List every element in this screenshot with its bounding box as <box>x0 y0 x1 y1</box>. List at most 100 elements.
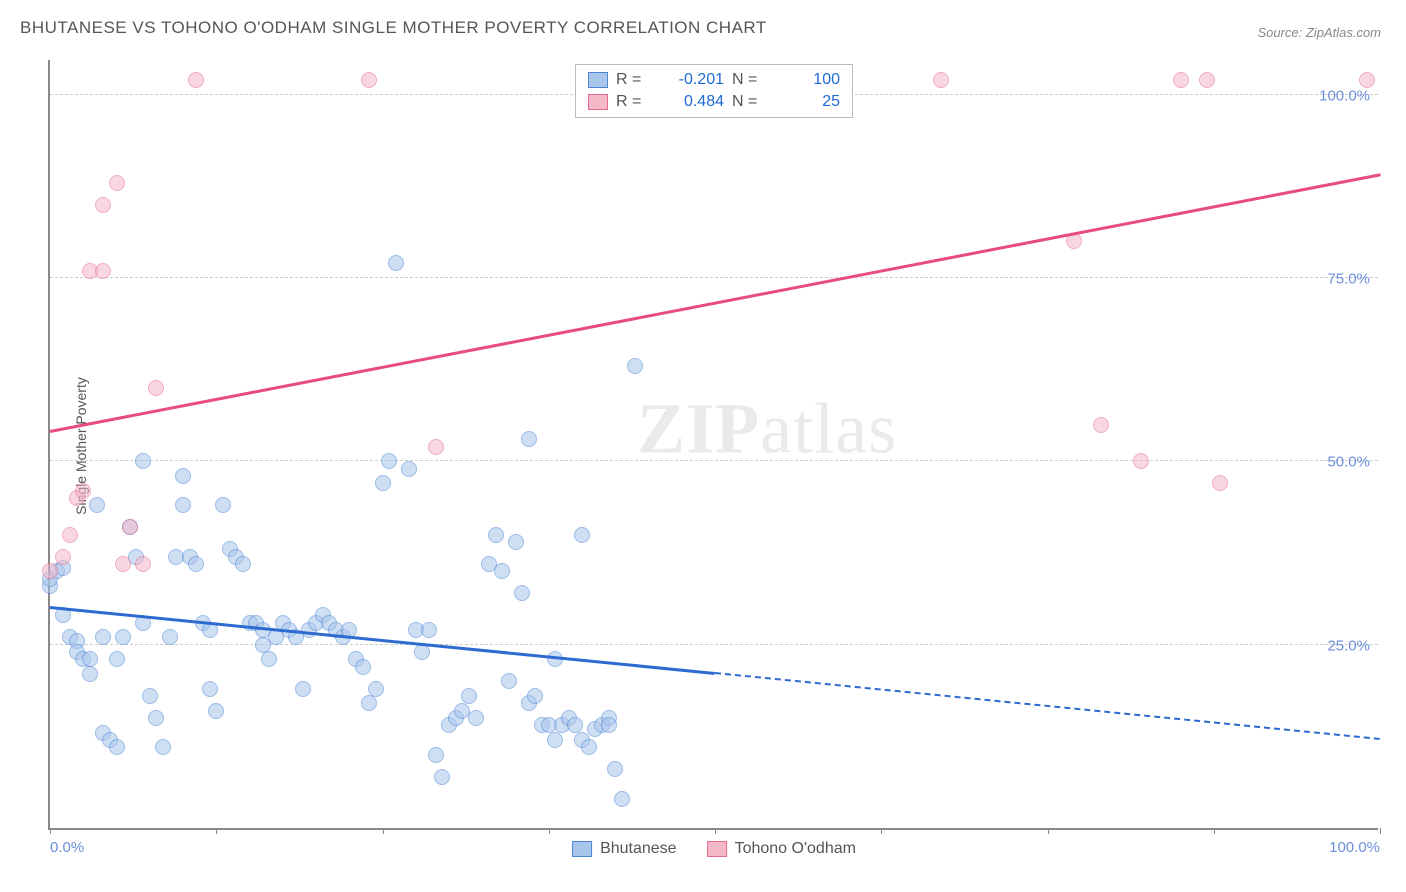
data-point <box>574 527 590 543</box>
data-point <box>401 461 417 477</box>
stat-label-r: R = <box>616 71 650 89</box>
x-tick <box>50 828 51 834</box>
data-point <box>1212 475 1228 491</box>
legend-item: Tohono O'odham <box>707 840 856 858</box>
data-point <box>375 475 391 491</box>
x-tick <box>715 828 716 834</box>
data-point <box>115 629 131 645</box>
data-point <box>468 710 484 726</box>
data-point <box>607 761 623 777</box>
data-point <box>115 556 131 572</box>
data-point <box>601 717 617 733</box>
swatch-tohono <box>588 94 608 110</box>
data-point <box>494 563 510 579</box>
swatch-bhutanese <box>588 72 608 88</box>
data-point <box>142 688 158 704</box>
data-point <box>109 739 125 755</box>
gridline <box>50 644 1378 645</box>
data-point <box>1359 72 1375 88</box>
y-tick-label: 25.0% <box>1327 637 1370 654</box>
data-point <box>521 431 537 447</box>
data-point <box>215 497 231 513</box>
data-point <box>547 732 563 748</box>
trend-line-extrapolated <box>715 672 1380 740</box>
data-point <box>62 527 78 543</box>
data-point <box>355 659 371 675</box>
watermark: ZIPatlas <box>637 387 897 470</box>
stat-value-n: 25 <box>774 93 840 111</box>
data-point <box>567 717 583 733</box>
data-point <box>381 453 397 469</box>
data-point <box>414 644 430 660</box>
data-point <box>434 769 450 785</box>
x-tick-minor <box>1048 828 1049 834</box>
chart-container: BHUTANESE VS TOHONO O'ODHAM SINGLE MOTHE… <box>0 0 1406 892</box>
data-point <box>933 72 949 88</box>
data-point <box>235 556 251 572</box>
gridline <box>50 277 1378 278</box>
legend-stats-row: R = 0.484 N = 25 <box>588 91 840 113</box>
data-point <box>109 651 125 667</box>
data-point <box>208 703 224 719</box>
legend-label: Bhutanese <box>600 840 677 858</box>
data-point <box>361 72 377 88</box>
data-point <box>428 747 444 763</box>
data-point <box>514 585 530 601</box>
data-point <box>388 255 404 271</box>
data-point <box>135 556 151 572</box>
data-point <box>148 380 164 396</box>
data-point <box>614 791 630 807</box>
data-point <box>202 681 218 697</box>
y-tick-label: 100.0% <box>1319 87 1370 104</box>
data-point <box>461 688 477 704</box>
data-point <box>95 263 111 279</box>
data-point <box>175 468 191 484</box>
data-point <box>1173 72 1189 88</box>
data-point <box>109 175 125 191</box>
data-point <box>55 549 71 565</box>
data-point <box>295 681 311 697</box>
plot-area: ZIPatlas R = -0.201 N = 100 R = 0.484 N … <box>48 60 1378 830</box>
y-tick-label: 50.0% <box>1327 454 1370 471</box>
data-point <box>1133 453 1149 469</box>
data-point <box>488 527 504 543</box>
data-point <box>42 563 58 579</box>
data-point <box>175 497 191 513</box>
data-point <box>188 72 204 88</box>
y-tick-label: 75.0% <box>1327 271 1370 288</box>
data-point <box>122 519 138 535</box>
stat-value-r: -0.201 <box>658 71 724 89</box>
data-point <box>547 651 563 667</box>
data-point <box>162 629 178 645</box>
x-tick-minor <box>383 828 384 834</box>
data-point <box>1199 72 1215 88</box>
stat-label-n: N = <box>732 93 766 111</box>
stat-label-n: N = <box>732 71 766 89</box>
data-point <box>148 710 164 726</box>
x-tick <box>1380 828 1381 834</box>
data-point <box>155 739 171 755</box>
legend-label: Tohono O'odham <box>735 840 856 858</box>
legend-item: Bhutanese <box>572 840 677 858</box>
data-point <box>421 622 437 638</box>
gridline <box>50 460 1378 461</box>
data-point <box>82 666 98 682</box>
swatch-tohono <box>707 841 727 857</box>
data-point <box>82 651 98 667</box>
trend-line <box>50 606 715 674</box>
data-point <box>188 556 204 572</box>
legend-stats-row: R = -0.201 N = 100 <box>588 69 840 91</box>
data-point <box>368 681 384 697</box>
data-point <box>581 739 597 755</box>
data-point <box>527 688 543 704</box>
swatch-bhutanese <box>572 841 592 857</box>
legend-series: Bhutanese Tohono O'odham <box>572 840 856 858</box>
source-attribution: Source: ZipAtlas.com <box>1257 25 1381 40</box>
stat-value-n: 100 <box>774 71 840 89</box>
stat-label-r: R = <box>616 93 650 111</box>
data-point <box>501 673 517 689</box>
stat-value-r: 0.484 <box>658 93 724 111</box>
data-point <box>1093 417 1109 433</box>
x-tick-label: 100.0% <box>1329 839 1380 856</box>
trend-line <box>50 173 1380 432</box>
